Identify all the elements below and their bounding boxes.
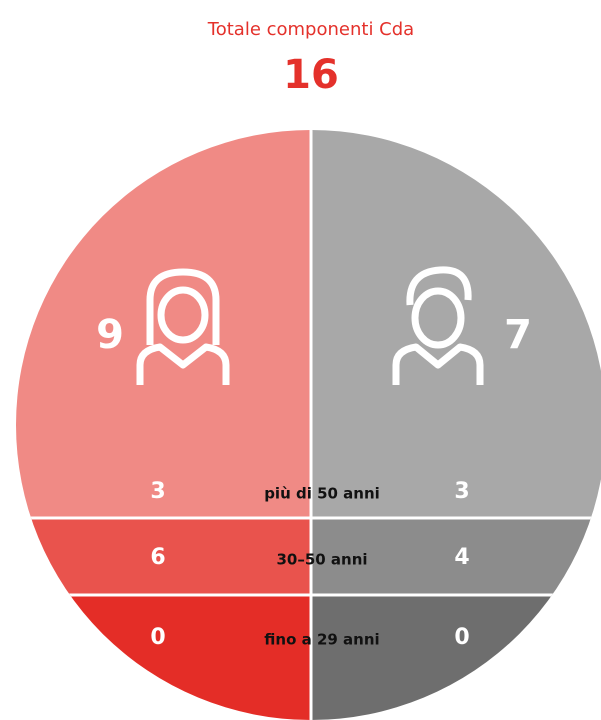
woman-icon [136, 268, 230, 385]
men-total: 7 [504, 312, 532, 358]
men-count: 4 [454, 545, 469, 570]
women-count: 3 [150, 479, 165, 504]
women-band-low [16, 595, 311, 720]
women-band-top [16, 130, 311, 518]
women-band-mid [16, 518, 311, 595]
title: Totale componenti Cda [207, 19, 414, 40]
total: 16 [283, 52, 339, 98]
men-band-mid [311, 518, 601, 595]
men-band-top [311, 130, 601, 518]
age-label: 30–50 anni [276, 551, 367, 569]
age-label: fino a 29 anni [264, 631, 379, 649]
women-count: 0 [150, 625, 165, 650]
men-count: 0 [454, 625, 469, 650]
age-label: più di 50 anni [264, 485, 380, 503]
man-icon [392, 266, 484, 385]
men-count: 3 [454, 479, 469, 504]
women-total: 9 [96, 312, 124, 358]
men-band-low [311, 595, 601, 720]
women-count: 6 [150, 545, 165, 570]
